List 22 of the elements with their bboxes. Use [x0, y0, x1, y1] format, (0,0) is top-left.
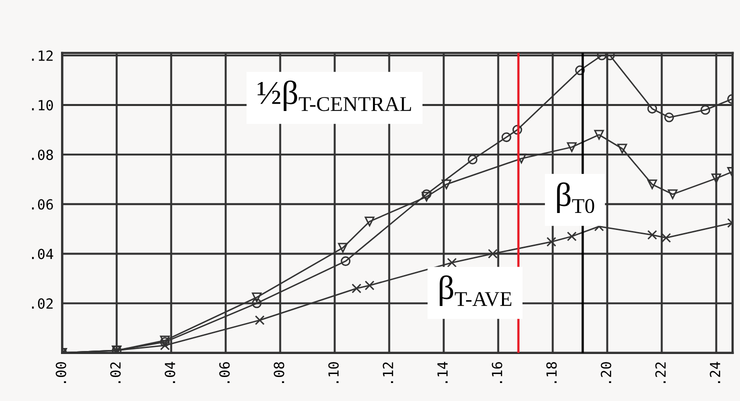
x-tick-label: .24: [710, 362, 720, 383]
x-tick-label: .14: [437, 362, 448, 383]
x-tick-label: .20: [600, 362, 612, 383]
x-tick-label: .00: [56, 362, 66, 383]
x-tick-label: .16: [492, 362, 502, 383]
x-tick-label: .04: [164, 362, 176, 383]
y-tick-label: .08: [32, 150, 53, 160]
y-tick-label: .04: [32, 248, 54, 260]
annotation: βT-AVE: [440, 275, 512, 306]
annotation: ½βT-CENTRAL: [258, 80, 412, 112]
y-tick-label: .12: [32, 50, 53, 61]
x-tick-label: .22: [655, 362, 666, 383]
y-tick-label: .10: [32, 100, 53, 110]
x-tick-label: .18: [546, 362, 557, 383]
x-tick-label: .02: [110, 362, 121, 383]
y-tick-label: .02: [32, 298, 53, 309]
x-tick-label: .10: [328, 362, 339, 383]
y-tick-label: .06: [32, 199, 53, 210]
x-tick-label: .08: [274, 362, 284, 383]
x-tick-label: .06: [219, 362, 230, 383]
annotation: βT0: [557, 182, 594, 214]
x-tick-label: .12: [382, 362, 394, 383]
